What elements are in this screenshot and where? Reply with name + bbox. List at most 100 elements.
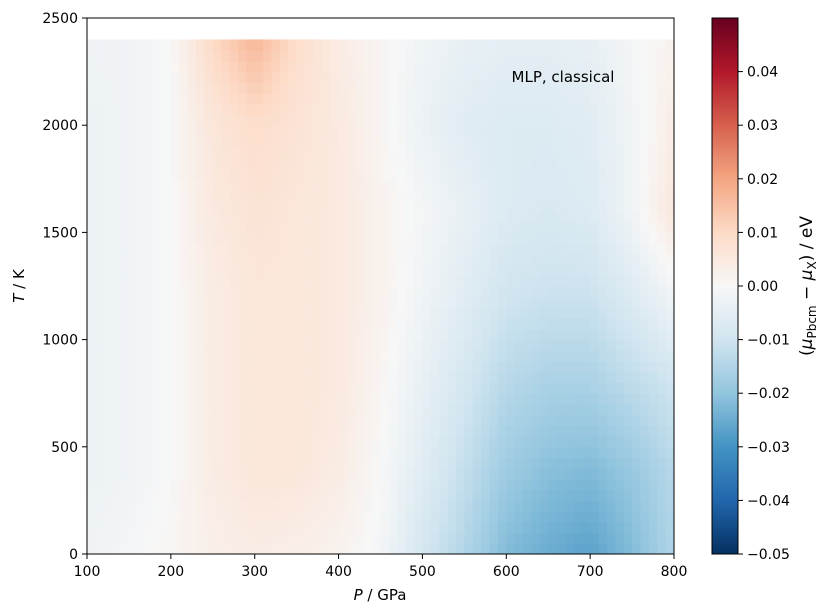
heatmap-cell [615, 39, 625, 51]
heatmap-cell [564, 521, 574, 534]
heatmap-cell [162, 436, 172, 448]
heatmap-cell [615, 489, 625, 501]
heatmap-cell [481, 489, 491, 501]
heatmap-cell [472, 436, 482, 448]
heatmap-cell [397, 328, 407, 341]
heatmap-cell [397, 403, 407, 416]
heatmap-cell [187, 82, 197, 94]
heatmap-cell [556, 168, 566, 180]
heatmap-cell [279, 414, 289, 426]
heatmap-cell [170, 168, 180, 180]
heatmap-cell [363, 382, 373, 394]
heatmap-cell [564, 135, 574, 148]
heatmap-cell [355, 71, 365, 83]
heatmap-cell [246, 382, 256, 394]
heatmap-cell [263, 403, 273, 416]
heatmap-cell [87, 232, 96, 244]
heatmap-cell [296, 350, 306, 362]
heatmap-cell [271, 243, 281, 255]
heatmap-cell [196, 232, 205, 244]
heatmap-cell [489, 71, 499, 83]
plot-frame [86, 17, 675, 555]
heatmap-cell [581, 436, 591, 448]
heatmap-cell [422, 500, 432, 512]
heatmap-cell [196, 511, 205, 523]
heatmap-cell [263, 532, 273, 544]
heatmap-cell [154, 371, 164, 384]
heatmap-cell [128, 543, 138, 554]
heatmap-cell [455, 253, 465, 266]
heatmap-cell [346, 532, 356, 544]
heatmap-cell [330, 425, 340, 437]
heatmap-cell [539, 350, 549, 362]
heatmap-cell [363, 436, 373, 448]
heatmap-cell [196, 414, 205, 426]
heatmap-cell [489, 307, 499, 319]
heatmap-cell [405, 489, 415, 501]
heatmap-cell [363, 210, 373, 223]
heatmap-cell [632, 328, 642, 341]
heatmap-cell [196, 318, 205, 330]
heatmap-cell [263, 436, 273, 448]
heatmap-cell [212, 168, 222, 180]
heatmap-cell [439, 371, 449, 384]
heatmap-cell [439, 264, 449, 276]
heatmap-cell [137, 446, 147, 459]
heatmap-cell [623, 157, 633, 169]
heatmap-cell [355, 500, 365, 512]
heatmap-cell [120, 318, 130, 330]
heatmap-cell [430, 264, 440, 276]
heatmap-cell [640, 50, 650, 62]
heatmap-cell [229, 39, 239, 51]
heatmap-cell [623, 232, 633, 244]
heatmap-cell [372, 425, 382, 437]
heatmap-cell [581, 39, 591, 51]
heatmap-cell [355, 521, 365, 534]
heatmap-cell [455, 71, 465, 83]
heatmap-cell [187, 189, 197, 201]
heatmap-cell [254, 60, 264, 73]
heatmap-cell [87, 446, 96, 459]
heatmap-cell [481, 135, 491, 148]
heatmap-cell [397, 50, 407, 62]
heatmap-cell [279, 50, 289, 62]
heatmap-cell [657, 521, 667, 534]
heatmap-cell [564, 82, 574, 94]
heatmap-cell [472, 210, 482, 223]
heatmap-cell [422, 361, 432, 373]
heatmap-cell [346, 393, 356, 405]
heatmap-cell [489, 318, 499, 330]
colorbar [711, 17, 739, 555]
heatmap-cell [263, 500, 273, 512]
heatmap-cell [338, 403, 348, 416]
heatmap-cell [489, 103, 499, 116]
heatmap-cell [346, 371, 356, 384]
heatmap-cell [338, 307, 348, 319]
heatmap-cell [539, 457, 549, 469]
heatmap-cell [380, 60, 390, 73]
heatmap-cell [564, 371, 574, 384]
heatmap-cell [447, 446, 457, 459]
heatmap-cell [481, 93, 491, 105]
heatmap-cell [430, 382, 440, 394]
heatmap-cell [497, 135, 507, 148]
heatmap-cell [598, 511, 608, 523]
heatmap-cell [506, 307, 516, 319]
heatmap-cell [539, 478, 549, 491]
heatmap-cell [237, 168, 247, 180]
heatmap-cell [380, 543, 390, 554]
heatmap-cell [229, 135, 239, 148]
heatmap-cell [548, 39, 558, 51]
heatmap-cell [464, 532, 474, 544]
heatmap-cell [330, 253, 340, 266]
heatmap-cell [573, 403, 583, 416]
heatmap-cell [523, 307, 533, 319]
heatmap-cell [170, 178, 180, 191]
heatmap-cell [330, 403, 340, 416]
heatmap-cell [523, 403, 533, 416]
heatmap-cell [657, 296, 667, 309]
heatmap-cell [556, 500, 566, 512]
heatmap-cell [271, 511, 281, 523]
heatmap-cell [548, 210, 558, 223]
